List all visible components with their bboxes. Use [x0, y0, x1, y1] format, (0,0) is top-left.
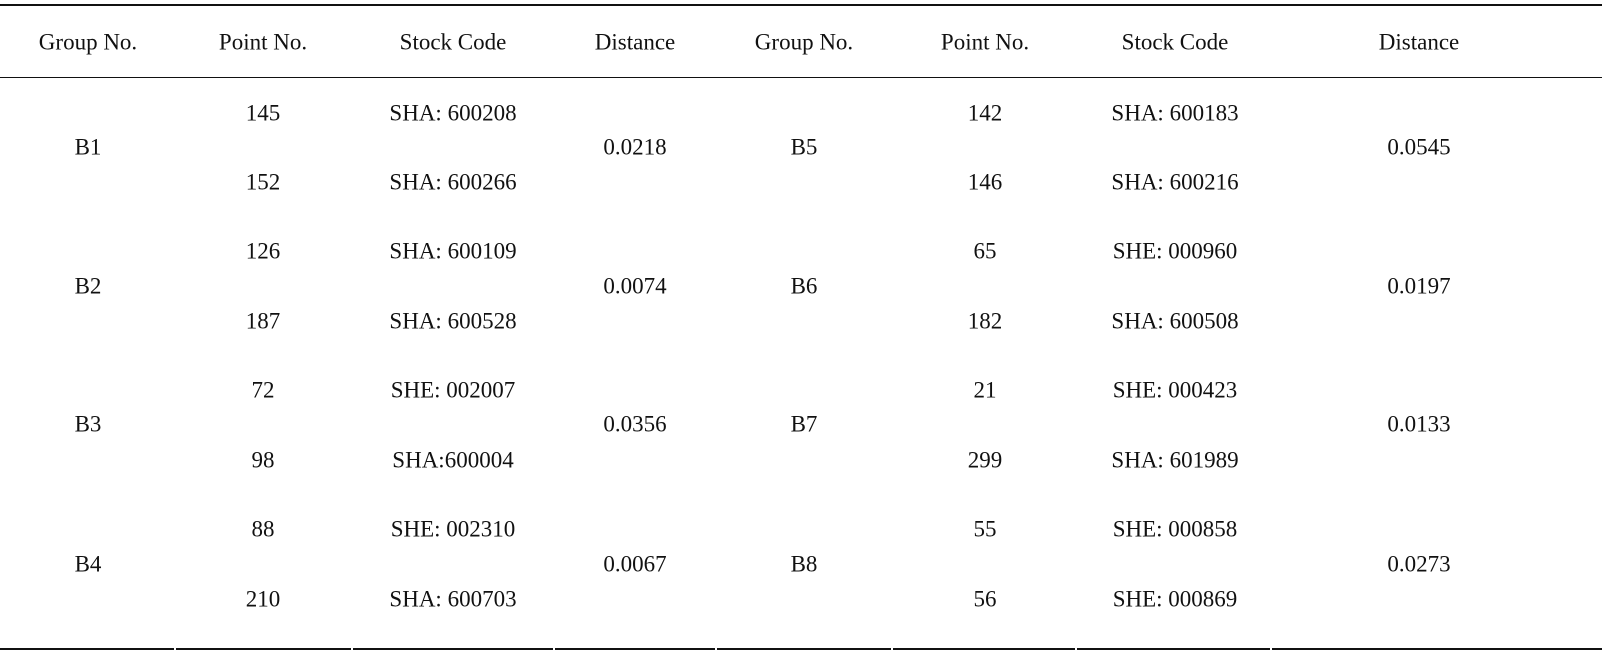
bottom-rule-segment [176, 648, 351, 650]
point-cell: 299 [967, 447, 1003, 473]
header-group-no-left: Group No. [38, 29, 138, 55]
stock-code-cell: SHE: 000423 [1112, 377, 1238, 403]
distance-cell: 0.0218 [603, 134, 667, 160]
group-cell: B8 [790, 551, 818, 577]
bottom-rule-segment [0, 648, 174, 650]
point-cell: 145 [245, 100, 281, 126]
header-point-no-right: Point No. [940, 29, 1030, 55]
distance-cell: 0.0067 [603, 551, 667, 577]
point-cell: 146 [967, 169, 1003, 195]
point-cell: 126 [245, 238, 281, 264]
stock-code-cell: SHA: 600508 [1111, 308, 1239, 334]
point-cell: 98 [251, 447, 275, 473]
bottom-rule-segment [1077, 648, 1270, 650]
header-stock-code-left: Stock Code [399, 29, 507, 55]
group-cell: B5 [790, 134, 818, 160]
stock-code-cell: SHA: 600208 [389, 100, 517, 126]
header-distance-left: Distance [594, 29, 676, 55]
stock-code-cell: SHE: 002310 [390, 516, 516, 542]
group-cell: B3 [74, 411, 102, 437]
bottom-rule-segment [353, 648, 553, 650]
bottom-rule-segment [555, 648, 715, 650]
header-point-no-left: Point No. [218, 29, 308, 55]
stock-code-cell: SHE: 000858 [1112, 516, 1238, 542]
point-cell: 210 [245, 586, 281, 612]
distance-cell: 0.0074 [603, 273, 667, 299]
bottom-rule-segment [1272, 648, 1602, 650]
group-cell: B1 [74, 134, 102, 160]
group-cell: B2 [74, 273, 102, 299]
distance-cell: 0.0197 [1387, 273, 1451, 299]
distance-cell: 0.0356 [603, 411, 667, 437]
point-cell: 21 [973, 377, 997, 403]
point-cell: 56 [973, 586, 997, 612]
point-cell: 142 [967, 100, 1003, 126]
distance-cell: 0.0273 [1387, 551, 1451, 577]
point-cell: 152 [245, 169, 281, 195]
group-cell: B7 [790, 411, 818, 437]
stock-code-cell: SHA: 600266 [389, 169, 517, 195]
bottom-rule-segment [717, 648, 891, 650]
header-distance-right: Distance [1378, 29, 1460, 55]
group-cell: B6 [790, 273, 818, 299]
stock-code-cell: SHA: 601989 [1111, 447, 1239, 473]
stock-code-cell: SHE: 000960 [1112, 238, 1238, 264]
stock-code-cell: SHA:600004 [392, 447, 514, 473]
top-rule [0, 4, 1602, 6]
stock-code-cell: SHA: 600109 [389, 238, 517, 264]
stock-code-cell: SHA: 600528 [389, 308, 517, 334]
stock-code-cell: SHA: 600183 [1111, 100, 1239, 126]
point-cell: 182 [967, 308, 1003, 334]
stock-code-cell: SHE: 000869 [1112, 586, 1238, 612]
point-cell: 55 [973, 516, 997, 542]
stock-code-cell: SHA: 600703 [389, 586, 517, 612]
stock-code-cell: SHA: 600216 [1111, 169, 1239, 195]
distance-cell: 0.0545 [1387, 134, 1451, 160]
point-cell: 187 [245, 308, 281, 334]
header-stock-code-right: Stock Code [1121, 29, 1229, 55]
point-cell: 88 [251, 516, 275, 542]
point-cell: 65 [973, 238, 997, 264]
bottom-rule-segment [893, 648, 1075, 650]
group-cell: B4 [74, 551, 102, 577]
distance-cell: 0.0133 [1387, 411, 1451, 437]
stock-code-cell: SHE: 002007 [390, 377, 516, 403]
header-group-no-right: Group No. [754, 29, 854, 55]
header-rule [0, 77, 1602, 78]
point-cell: 72 [251, 377, 275, 403]
